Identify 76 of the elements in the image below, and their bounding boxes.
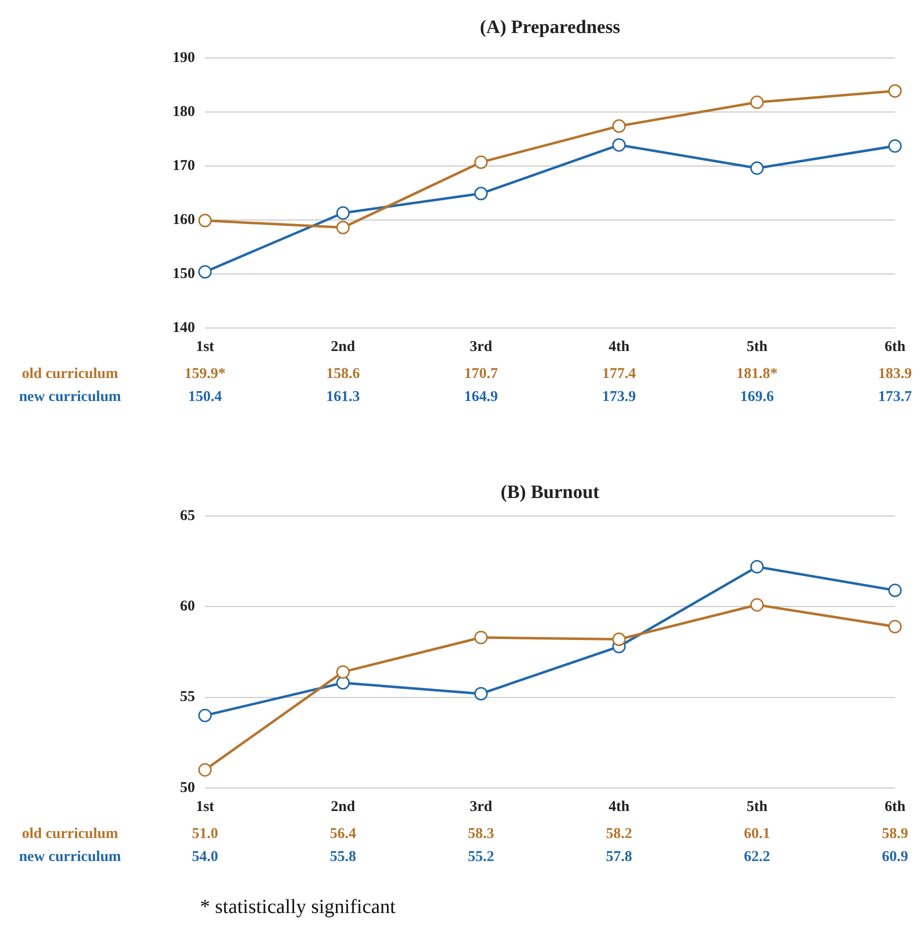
chart-title: (A) Preparedness: [480, 16, 620, 38]
data-label: 173.9: [602, 388, 636, 405]
text: * statistically significant: [200, 896, 396, 919]
point: [612, 632, 626, 646]
x-tick-label: 5th: [746, 338, 768, 355]
y-tick-label: 170: [172, 158, 195, 174]
data-label: 170.7: [464, 366, 498, 382]
x-tick-label: 2nd: [330, 338, 356, 355]
data-label: 60.1: [744, 826, 770, 842]
data-label: 57.8: [606, 848, 632, 865]
point: [750, 161, 764, 175]
text: new curriculum: [18, 848, 122, 865]
y-tick-label: 190: [172, 50, 195, 66]
point: [750, 96, 764, 110]
data-label: 181.8*: [736, 366, 778, 382]
data-label: 58.3: [468, 826, 494, 842]
point: [888, 620, 902, 634]
point: [888, 84, 902, 98]
point: [198, 265, 212, 279]
point: [612, 119, 626, 133]
data-label: 169.6: [740, 388, 774, 405]
data-label: 55.2: [468, 848, 494, 865]
data-label: 56.4: [330, 826, 357, 842]
x-tick-label: 4th: [608, 798, 630, 815]
y-tick-label: 160: [172, 212, 195, 228]
data-label: 158.6: [326, 366, 360, 382]
x-tick-label: 6th: [884, 798, 906, 815]
y-tick-label: 60: [180, 598, 195, 615]
data-label: 159.9*: [184, 366, 226, 382]
x-tick-label: 3rd: [470, 798, 493, 815]
point: [612, 138, 626, 152]
data-label: 173.7: [878, 388, 912, 405]
data-label: 51.0: [192, 826, 218, 842]
data-label: 150.4: [188, 388, 222, 405]
point: [474, 630, 488, 644]
point: [198, 763, 212, 777]
point: [888, 584, 902, 598]
text: new curriculum: [18, 388, 122, 405]
text: old curriculum: [22, 366, 119, 382]
x-tick-label: 5th: [746, 798, 768, 815]
point: [198, 214, 212, 228]
data-label: 55.8: [330, 848, 356, 865]
data-label: 183.9: [878, 366, 912, 382]
point: [474, 155, 488, 169]
x-tick-label: 6th: [884, 338, 906, 355]
point: [336, 676, 350, 690]
y-tick-label: 140: [172, 320, 195, 336]
y-tick-label: 55: [180, 689, 195, 706]
data-label: 58.2: [606, 826, 632, 842]
point: [888, 139, 902, 153]
point: [336, 206, 350, 220]
point: [198, 708, 212, 722]
y-tick-label: 150: [172, 266, 195, 282]
data-label: 177.4: [602, 366, 636, 382]
data-label: 62.2: [744, 848, 770, 865]
data-label: 164.9: [464, 388, 498, 405]
data-label: 60.9: [882, 848, 908, 865]
data-label: 54.0: [192, 848, 218, 865]
y-tick-label: 180: [172, 104, 195, 120]
point: [750, 560, 764, 574]
x-tick-label: 1st: [196, 338, 214, 355]
data-label: 58.9: [882, 826, 908, 842]
x-tick-label: 2nd: [330, 798, 356, 815]
x-tick-label: 4th: [608, 338, 630, 355]
point: [336, 665, 350, 679]
point: [474, 186, 488, 200]
point: [336, 220, 350, 234]
x-tick-label: 3rd: [470, 338, 493, 355]
y-tick-label: 65: [180, 508, 195, 524]
point: [750, 598, 764, 612]
x-tick-label: 1st: [196, 798, 214, 815]
chart-title: (B) Burnout: [500, 482, 600, 503]
text: old curriculum: [22, 826, 119, 842]
point: [474, 686, 488, 700]
y-tick-label: 50: [180, 780, 195, 796]
data-label: 161.3: [326, 388, 360, 405]
